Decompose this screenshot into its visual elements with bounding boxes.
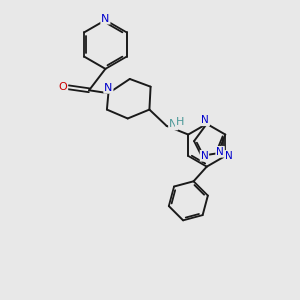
Text: H: H <box>176 117 184 128</box>
Text: O: O <box>58 82 67 92</box>
Text: N: N <box>169 119 177 129</box>
Text: N: N <box>104 83 112 93</box>
Text: N: N <box>201 115 209 125</box>
Text: N: N <box>225 151 233 161</box>
Text: N: N <box>201 151 208 161</box>
Text: N: N <box>216 147 224 157</box>
Text: N: N <box>101 14 110 24</box>
